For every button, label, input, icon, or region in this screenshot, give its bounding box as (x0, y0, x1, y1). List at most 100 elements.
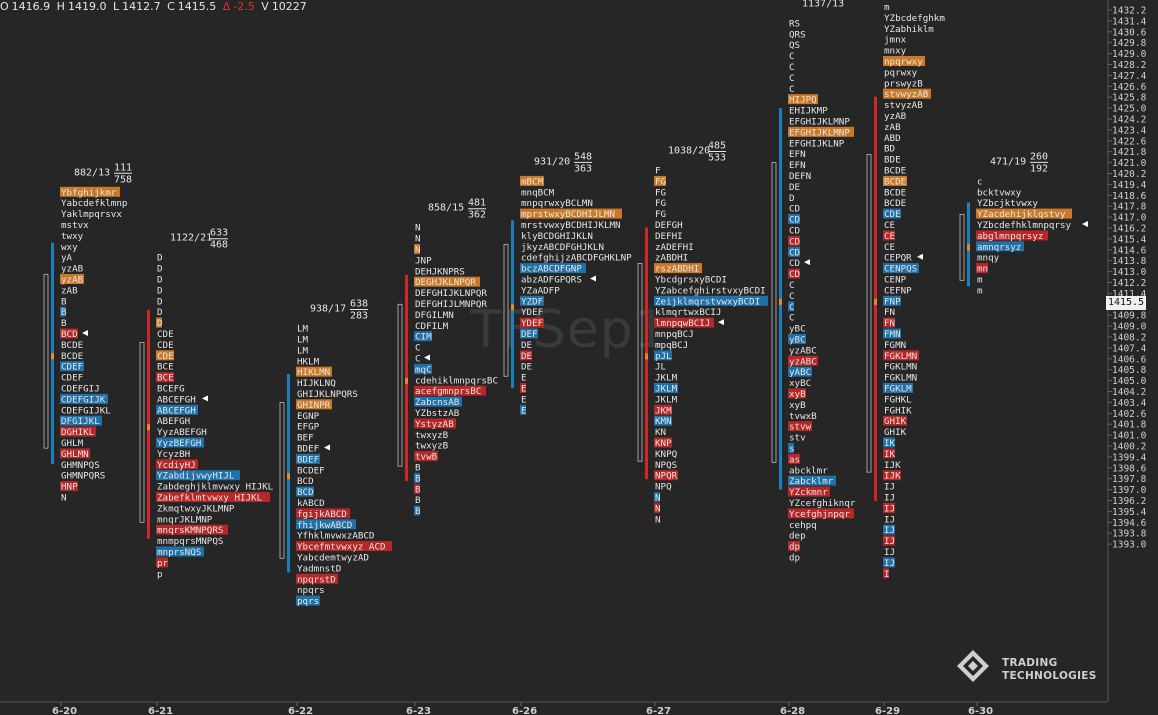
tpo-row: CDE (884, 209, 901, 220)
tpo-row: CDEFGIJK (61, 394, 106, 405)
tpo-row: IJK (884, 471, 901, 482)
tpo-row: DEHJKNPRS (415, 266, 465, 277)
tpo-row: EFN (789, 149, 806, 160)
tpo-row: ABD (884, 133, 901, 144)
tpo-highlight (156, 437, 204, 448)
tpo-highlight (883, 230, 895, 241)
tpo-highlight (654, 175, 666, 186)
y-tick-label: 1393.8 (1112, 529, 1147, 540)
poc-arrow (202, 395, 208, 402)
tpo-row: FGMN (884, 340, 906, 351)
tpo-highlight (883, 175, 907, 186)
tpo-row: JKLM (655, 373, 678, 384)
tpo-highlight (60, 328, 78, 339)
tpo-row: D (157, 307, 163, 318)
tpo-row: klmqrtwxBCIJ (655, 307, 721, 318)
tpo-row: GHIJKLNPQRS (297, 389, 358, 400)
tpo-row: GHIK (884, 416, 907, 427)
tpo-highlight (883, 350, 919, 361)
tpo-row: FG (655, 187, 666, 198)
tpo-row: NPQS (655, 460, 677, 471)
tpo-highlight (60, 306, 66, 317)
tpo-row: CD (789, 215, 800, 226)
tpo-row: B (415, 495, 421, 506)
session-volume-stat: 931/20 (534, 156, 570, 167)
tpo-row: B (415, 473, 421, 484)
tpo-highlight (520, 350, 532, 361)
tpo-highlight (520, 295, 544, 306)
tpo-row: stvw (789, 422, 812, 433)
poc-arrow (424, 354, 430, 361)
tpo-row: DEFGHIJKLNPQR (415, 288, 487, 299)
poc-marker (645, 353, 648, 360)
tpo-row: prswyzB (884, 78, 923, 89)
poc-marker (967, 244, 970, 251)
tpo-row: fgijkABCD (297, 509, 347, 520)
tpo-row: LM (297, 345, 309, 356)
tpo-row: npqrs (297, 585, 325, 596)
tpo-row: D (157, 285, 163, 296)
value-area-bar (771, 162, 777, 463)
tpo-row: pqrs (297, 596, 319, 607)
tpo-row: FN (884, 318, 895, 329)
tpo-highlight (654, 502, 660, 513)
tpo-highlight (60, 393, 108, 404)
tpo-row: YZaADFP (521, 285, 560, 296)
tpo-row: CIM (415, 332, 432, 343)
tpo-row: EFGHIJKLMNP (789, 127, 850, 138)
y-tick-label: 1409.8 (1112, 311, 1147, 322)
tpo-row: npqrstD (297, 574, 336, 585)
tpo-row: DEFN (789, 171, 811, 182)
tpo-highlight (654, 263, 702, 274)
tpo-row: JL (655, 362, 667, 373)
tpo-row: YZabhiklm (884, 24, 934, 35)
y-tick-label: 1424.2 (1112, 115, 1146, 126)
high-label: H (56, 0, 65, 13)
tpo-row: HKLM (297, 356, 320, 367)
tpo-row: cdefghijzABCDFGHKLNP (521, 253, 632, 264)
x-tick-label: 6-29 (875, 706, 900, 715)
tpo-row: YadmnstD (297, 563, 341, 574)
tpo-highlight (788, 442, 794, 453)
tpo-highlight (296, 519, 356, 530)
session-fraction-top: 548 (574, 151, 592, 162)
tpo-highlight (788, 421, 812, 432)
tpo-row: CDEFGIJKL (61, 405, 111, 416)
tpo-highlight (156, 459, 198, 470)
open-label: O (0, 0, 9, 13)
session-fraction-top: 485 (708, 141, 726, 152)
tpo-highlight (883, 448, 895, 459)
poc-marker (874, 298, 877, 305)
tpo-row: BCDE (884, 176, 906, 187)
tpo-row: FG (655, 176, 666, 187)
tpo-row: zAB (61, 285, 78, 296)
y-tick-label: 1393.0 (1112, 540, 1147, 551)
tpo-highlight (60, 448, 90, 459)
tpo-row: I (884, 569, 890, 580)
tpo-row: DFGIJKL (61, 416, 100, 427)
tpo-row: BDEF (297, 454, 319, 465)
y-tick-label: 1398.6 (1112, 463, 1147, 474)
y-tick-label: 1429.0 (1112, 49, 1147, 60)
tpo-row: DGHIKL (61, 427, 95, 438)
tpo-row: mnpqBCJ (655, 329, 694, 340)
tpo-row: xyBC (789, 378, 811, 389)
tpo-row: klyBCDGHIJKLN (521, 231, 593, 242)
tpo-row: YstyzAB (415, 419, 454, 430)
tpo-row: fhijkwABCD (297, 520, 352, 531)
tpo-highlight (296, 399, 332, 410)
tpo-highlight (883, 502, 895, 513)
tpo-row: DE (521, 351, 532, 362)
tpo-row: pr (157, 558, 169, 569)
tpo-row: E (521, 373, 527, 384)
tpo-row: BEF (297, 433, 314, 444)
tpo-row: DEFGH (655, 220, 683, 231)
tpo-row: p (157, 569, 163, 580)
tpo-row: Ybcefmtvwxyz ACD (297, 542, 386, 553)
tpo-row: BCDE (884, 166, 906, 177)
tpo-highlight (976, 230, 1048, 241)
tpo-highlight (414, 505, 420, 516)
tpo-row: YZckmnr (789, 487, 828, 498)
